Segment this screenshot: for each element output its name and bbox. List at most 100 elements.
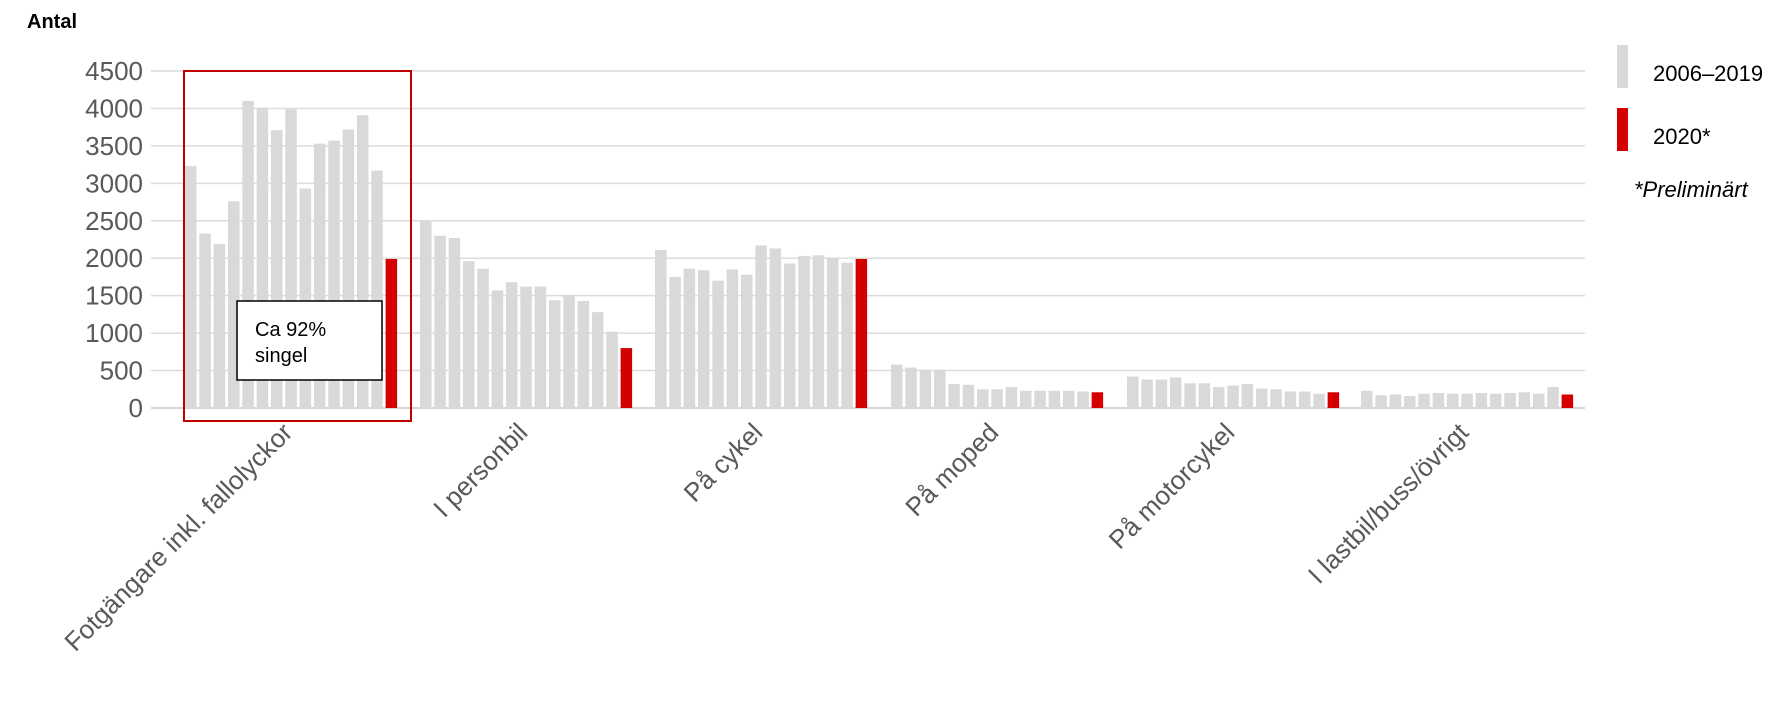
bar-historic xyxy=(1489,393,1502,408)
bar-2020 xyxy=(620,348,633,408)
bar-2020 xyxy=(855,258,868,408)
bar-historic xyxy=(1504,393,1516,408)
bar-historic xyxy=(577,300,590,408)
bar-historic xyxy=(1198,383,1211,408)
y-tick-label: 0 xyxy=(129,393,143,423)
bar-historic xyxy=(491,290,504,408)
x-tick-label: På motorcykel xyxy=(1103,417,1241,555)
y-tick-label: 1500 xyxy=(85,281,143,311)
bar-historic xyxy=(227,201,240,408)
bar-historic xyxy=(213,243,226,408)
bar-historic xyxy=(328,140,340,408)
bar-historic xyxy=(1241,384,1254,408)
bar-historic xyxy=(1227,385,1239,408)
legend-label: 2006–2019 xyxy=(1653,61,1763,86)
legend-swatch xyxy=(1617,108,1628,151)
bar-historic xyxy=(1418,393,1430,408)
bar-historic xyxy=(1375,395,1387,408)
highlight-frame xyxy=(183,70,412,422)
footnote: *Preliminärt xyxy=(1634,177,1749,202)
legend: 2006–2019 2020* *Preliminärt xyxy=(1617,45,1763,202)
bar-historic xyxy=(242,100,254,408)
bar-historic xyxy=(299,188,312,408)
y-tick-label: 2500 xyxy=(85,206,143,236)
bar-historic xyxy=(1361,390,1373,408)
bar-historic xyxy=(462,261,475,408)
bar-historic xyxy=(697,270,710,408)
bar-historic xyxy=(1212,387,1225,408)
bar-historic xyxy=(1034,390,1046,408)
bar-historic xyxy=(1169,377,1182,408)
bar-historic xyxy=(606,331,618,408)
y-tick-label: 3500 xyxy=(85,131,143,161)
x-tick-label: På moped xyxy=(899,417,1004,522)
bar-2020 xyxy=(385,258,398,408)
bar-historic xyxy=(905,367,917,408)
bar-historic xyxy=(726,269,739,408)
bars xyxy=(185,100,1574,409)
bar-historic xyxy=(534,286,547,408)
bar-historic xyxy=(755,245,767,408)
legend-label: 2020* xyxy=(1653,124,1711,149)
bar-historic xyxy=(1547,387,1559,408)
y-tick-label: 500 xyxy=(100,356,143,386)
bar-historic xyxy=(976,389,989,408)
bar-historic xyxy=(434,235,446,408)
bar-historic xyxy=(285,109,297,409)
bar-historic xyxy=(1184,383,1196,408)
bar-historic xyxy=(371,170,383,408)
bar-historic xyxy=(933,369,946,408)
bar-historic xyxy=(948,384,960,408)
bar-historic xyxy=(655,249,667,408)
bar-historic xyxy=(1155,379,1168,408)
bar-historic xyxy=(477,268,489,408)
bar-historic xyxy=(1255,388,1268,408)
bar-2020 xyxy=(1561,394,1574,408)
bar-historic xyxy=(342,129,355,408)
bar-historic xyxy=(1461,393,1473,408)
bar-historic xyxy=(1532,393,1545,408)
bar-historic xyxy=(841,262,853,408)
bar-historic xyxy=(712,280,724,408)
bar-historic xyxy=(448,238,461,408)
bar-historic xyxy=(1389,394,1402,408)
bar-historic xyxy=(563,295,575,408)
bar-historic xyxy=(1062,390,1075,408)
bar-historic xyxy=(798,255,810,408)
bar-historic xyxy=(919,369,932,408)
bar-historic xyxy=(505,282,518,408)
bar-historic xyxy=(1475,393,1488,408)
y-axis-label: Antal xyxy=(27,11,77,33)
y-axis: 0 500 1000 1500 2000 2500 3000 3500 4000 4500 xyxy=(85,56,143,423)
bar-historic xyxy=(1048,390,1061,408)
bar-historic xyxy=(1019,390,1032,408)
bar-historic xyxy=(769,248,782,408)
annotation-text: singel xyxy=(255,345,307,367)
bar-historic xyxy=(783,263,796,408)
x-tick-label: På cykel xyxy=(678,417,769,508)
bar-historic xyxy=(1284,391,1297,408)
y-tick-label: 3000 xyxy=(85,168,143,198)
x-tick-label: Fotgängare inkl. fallolyckor xyxy=(58,417,298,657)
legend-swatch xyxy=(1617,45,1628,88)
bar-historic xyxy=(1005,387,1018,408)
y-tick-label: 4500 xyxy=(85,56,143,86)
x-axis: Fotgängare inkl. fallolyckor I personbil P… xyxy=(58,416,1474,656)
bar-historic xyxy=(1313,393,1325,408)
y-tick-label: 4000 xyxy=(85,93,143,123)
bar-historic xyxy=(520,286,532,408)
bar-historic xyxy=(548,300,561,408)
bar-historic xyxy=(891,364,903,408)
bar-historic xyxy=(1270,389,1282,408)
bar-historic xyxy=(683,268,696,408)
x-tick-label: I personbil xyxy=(427,417,533,523)
y-tick-label: 1000 xyxy=(85,318,143,348)
bar-historic xyxy=(313,143,326,409)
bar-historic xyxy=(256,107,269,408)
x-tick-label: I lastbil/buss/övrigt xyxy=(1302,416,1475,589)
annotation-text: Ca 92% xyxy=(255,319,326,341)
bar-historic xyxy=(669,276,681,408)
y-tick-label: 2000 xyxy=(85,243,143,273)
bar-historic xyxy=(199,233,211,408)
